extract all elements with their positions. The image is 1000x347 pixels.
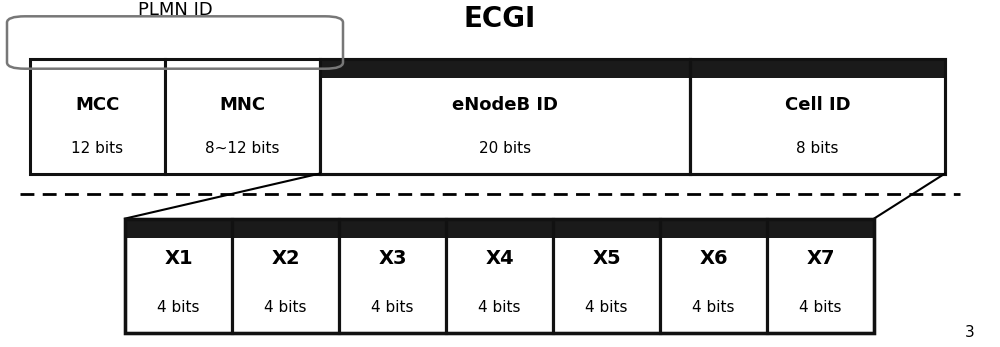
Bar (232, 219, 339, 333)
Bar (339, 219, 446, 333)
Bar (767, 219, 874, 238)
Text: MCC: MCC (75, 96, 120, 114)
Bar (320, 59, 690, 78)
Bar (446, 219, 553, 238)
Bar (553, 219, 660, 333)
Text: 4 bits: 4 bits (371, 301, 414, 315)
Text: 4 bits: 4 bits (264, 301, 307, 315)
Bar (690, 59, 945, 174)
Bar (125, 219, 874, 333)
Bar (232, 219, 339, 333)
Bar (125, 219, 232, 238)
Bar (690, 59, 945, 174)
Text: 4 bits: 4 bits (478, 301, 521, 315)
Text: X7: X7 (806, 249, 835, 268)
Text: 20 bits: 20 bits (479, 141, 531, 156)
Text: eNodeB ID: eNodeB ID (452, 96, 558, 114)
Bar (660, 219, 767, 238)
Bar (660, 219, 767, 333)
Bar (320, 59, 690, 174)
Bar (767, 219, 874, 333)
Text: 3: 3 (965, 325, 975, 340)
Bar (339, 219, 446, 333)
Bar (339, 219, 446, 238)
Bar (690, 59, 945, 78)
Bar (232, 219, 339, 238)
Text: MNC: MNC (219, 96, 266, 114)
Bar (30, 59, 165, 174)
Bar (125, 219, 232, 333)
Text: X5: X5 (592, 249, 621, 268)
Text: ECGI: ECGI (464, 5, 536, 33)
Text: X6: X6 (699, 249, 728, 268)
Text: 4 bits: 4 bits (157, 301, 200, 315)
Text: 4 bits: 4 bits (692, 301, 735, 315)
Text: 4 bits: 4 bits (585, 301, 628, 315)
Bar (165, 59, 320, 174)
Bar (446, 219, 553, 333)
Text: 8 bits: 8 bits (796, 141, 839, 156)
Text: X3: X3 (378, 249, 407, 268)
Bar (553, 219, 660, 238)
Bar (553, 219, 660, 333)
Bar (125, 219, 232, 333)
Text: 4 bits: 4 bits (799, 301, 842, 315)
Text: 8~12 bits: 8~12 bits (205, 141, 280, 156)
Text: Cell ID: Cell ID (785, 96, 850, 114)
Bar (660, 219, 767, 333)
Text: X4: X4 (485, 249, 514, 268)
Bar (446, 219, 553, 333)
Bar (320, 59, 690, 174)
Text: X2: X2 (271, 249, 300, 268)
Text: 12 bits: 12 bits (71, 141, 124, 156)
Text: PLMN ID: PLMN ID (138, 1, 212, 19)
Text: X1: X1 (164, 249, 193, 268)
Bar (767, 219, 874, 333)
